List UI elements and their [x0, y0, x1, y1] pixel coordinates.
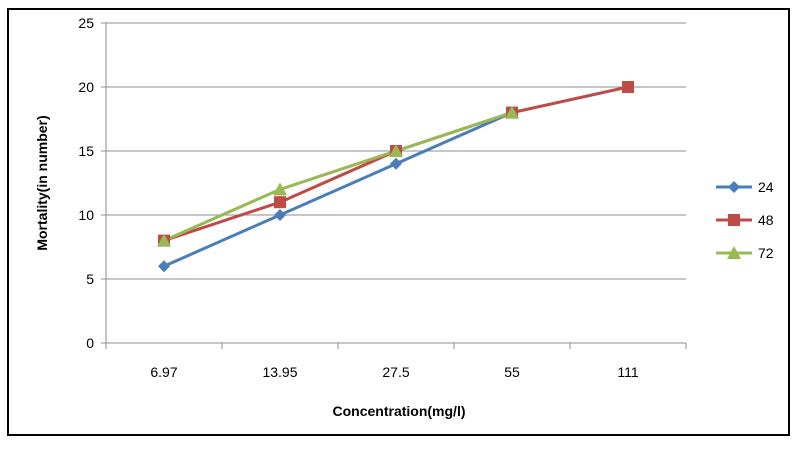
x-tick-label: 6.97 — [150, 364, 177, 380]
series-markers — [157, 81, 634, 273]
data-point-24 — [390, 157, 402, 170]
x-tick-label: 13.95 — [262, 364, 297, 380]
legend-label-72: 72 — [758, 245, 774, 261]
data-point-24 — [158, 260, 170, 273]
chart-frame — [7, 8, 790, 436]
legend-marker-72 — [727, 246, 741, 259]
legend-label-24: 24 — [758, 179, 774, 195]
y-tick-label: 0 — [86, 335, 94, 351]
y-tick-labels: 0 5 10 15 20 25 — [78, 15, 94, 351]
data-point-72 — [505, 105, 519, 119]
data-point-72 — [157, 233, 171, 247]
data-point-24 — [274, 209, 286, 221]
y-tick-label: 10 — [78, 207, 94, 223]
y-tick-label: 20 — [78, 79, 94, 95]
data-point-48 — [274, 196, 286, 209]
data-point-72 — [273, 182, 287, 196]
series-line-24 — [163, 111, 513, 268]
y-tick-label: 5 — [86, 271, 94, 287]
data-point-48 — [622, 81, 634, 93]
legend: 24 48 72 — [716, 179, 774, 261]
legend-marker-24 — [728, 181, 740, 193]
x-tick-label: 111 — [617, 364, 638, 380]
x-axis-title: Concentration(mg/l) — [333, 403, 466, 419]
series-line-72 — [163, 111, 513, 242]
legend-label-48: 48 — [758, 212, 774, 228]
x-tick-labels: 6.97 13.95 27.5 55 111 — [150, 364, 638, 380]
axes — [101, 22, 687, 349]
y-tick-label: 15 — [78, 143, 94, 159]
x-tick-label: 55 — [504, 364, 520, 380]
legend-marker-48 — [728, 214, 740, 226]
y-axis-title: Mortality(in number) — [34, 115, 50, 250]
x-tick-label: 27.5 — [382, 364, 409, 380]
series-lines — [163, 85, 629, 268]
grid-lines — [106, 22, 686, 280]
y-tick-label: 25 — [78, 15, 94, 31]
data-point-72 — [389, 144, 403, 157]
